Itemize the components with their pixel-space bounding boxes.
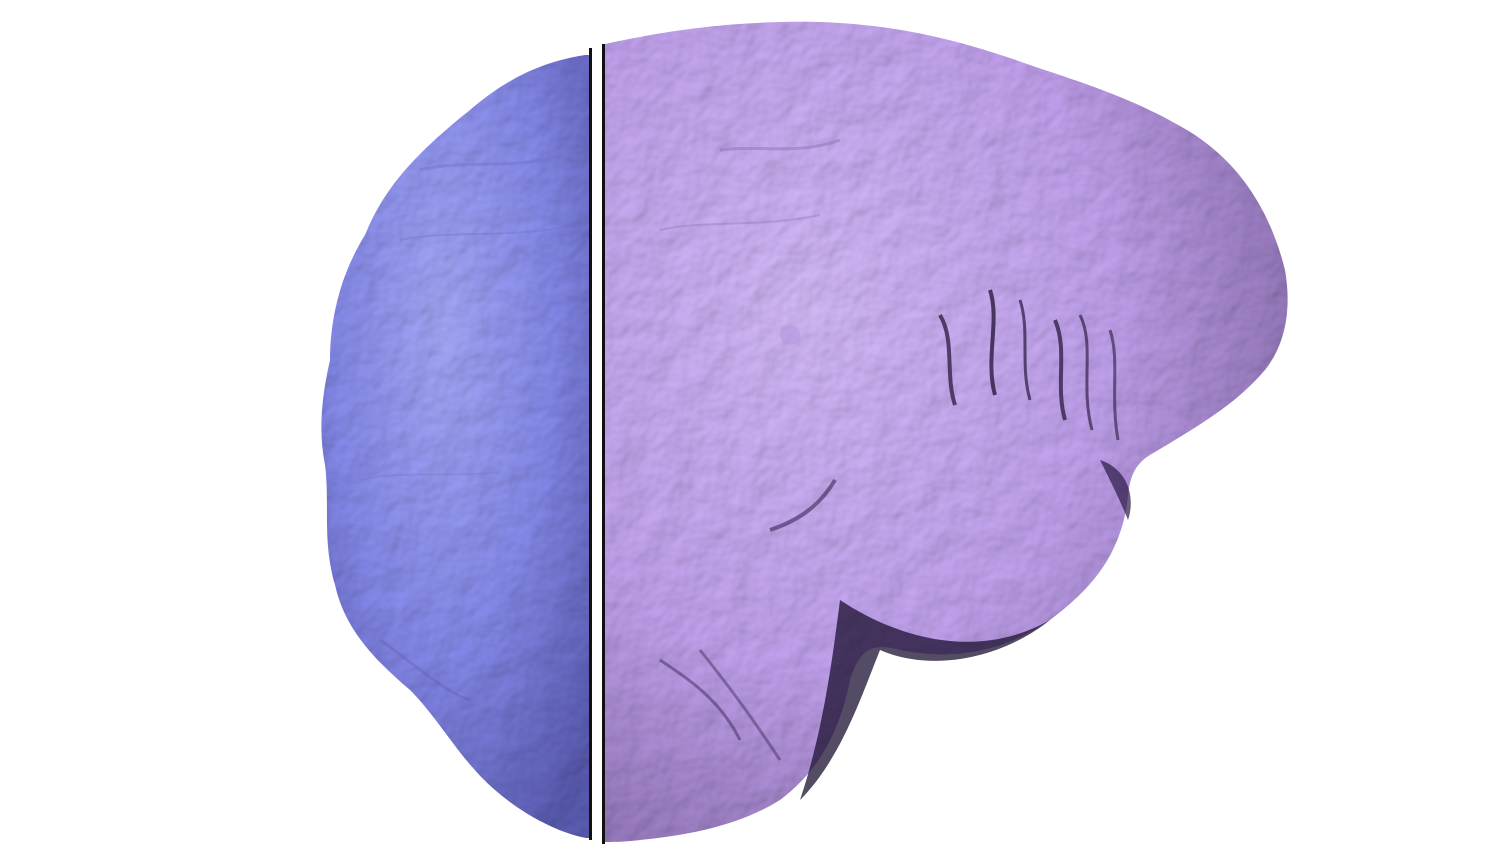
divider-line [589,48,592,840]
divider-gap [592,48,602,840]
divider-line-right [602,44,605,844]
lateral-view-half [605,21,1288,842]
frontal-view-half [321,55,590,838]
